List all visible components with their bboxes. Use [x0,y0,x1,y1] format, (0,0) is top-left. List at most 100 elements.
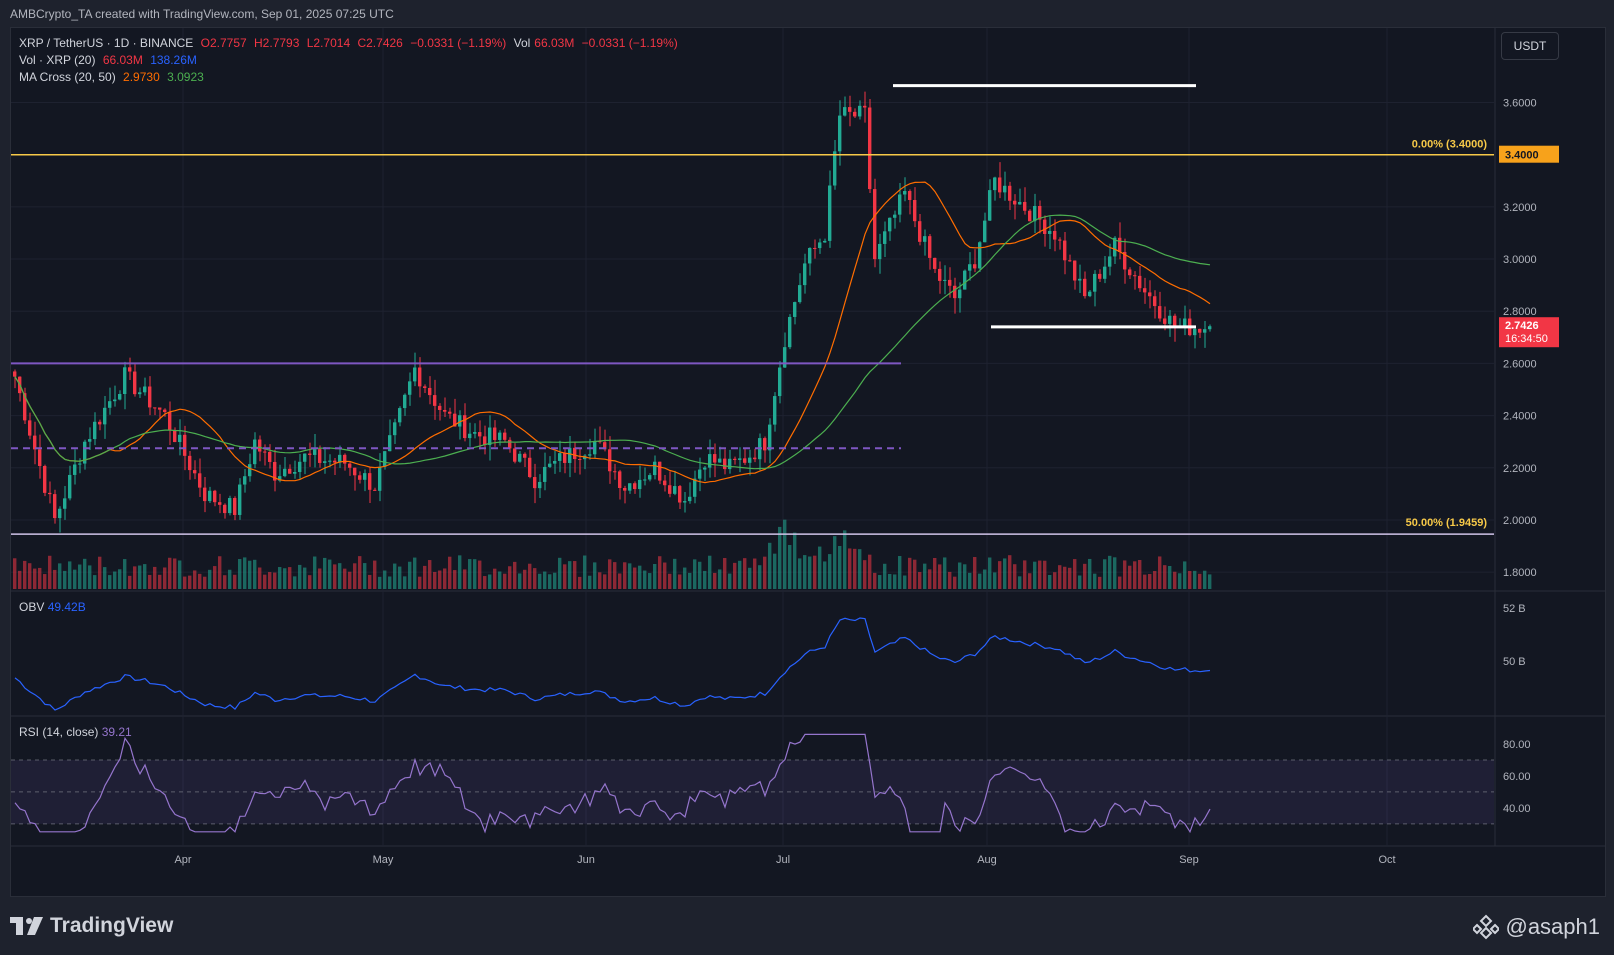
volume-bar [48,555,52,589]
volume-bar [733,562,737,589]
obv-tick-label: 50 B [1503,656,1526,668]
volume-bar [828,554,832,589]
volume-bar [353,563,357,589]
volume-bar [388,576,392,589]
volume-bar [153,566,157,589]
ma-v1: 2.9730 [123,70,160,84]
volume-bar [293,576,297,589]
volume-bar [233,574,237,589]
candle-body [648,475,652,480]
volume-bar [978,573,982,589]
candle-body [53,494,57,519]
candle-body [1183,318,1187,326]
candle-body [738,458,742,460]
author-name: @asaph1 [1505,914,1600,939]
volume-bar [553,572,557,589]
volume-bar [268,572,272,589]
fib-50-label: 50.00% (1.9459) [1406,517,1488,529]
volume-bar [238,559,242,589]
price-tick-label: 2.8000 [1503,306,1537,318]
price-chart[interactable]: 3.6000 3.4000 3.2000 3.0000 2.8000 2.6000 2.40… [11,28,1605,896]
volume-bar [943,557,947,589]
volume-bar [938,564,942,589]
volume-bar [893,574,897,589]
volume-bar [78,564,82,589]
candle-body [1143,288,1147,293]
volume-bar [1183,561,1187,589]
currency-button[interactable]: USDT [1501,32,1559,60]
volume-bar [38,567,42,589]
candle-body [673,486,677,494]
candle-body [233,498,237,515]
volume-bar [383,570,387,589]
candle-body [668,485,672,494]
candle-body [223,504,227,514]
chart-frame[interactable]: 3.6000 3.4000 3.2000 3.0000 2.8000 2.6000 2.40… [10,27,1606,897]
volume-bar [1148,574,1152,589]
volume-bar [278,567,282,589]
volume-bar [128,575,132,589]
candle-body [953,285,957,299]
candle-body [363,473,367,480]
countdown-label: 16:34:50 [1505,333,1548,345]
volume-bar [18,570,22,589]
volume-bar [658,556,662,589]
tradingview-logo[interactable]: TradingView [10,914,173,938]
volume-bar [333,564,337,589]
candle-body [133,371,137,395]
ma-v2: 3.0923 [167,70,204,84]
candle-body [1133,275,1137,277]
candle-body [528,457,532,478]
candle-body [213,490,217,503]
volume-bar [218,556,222,589]
candle-body [643,479,647,481]
candle-body [623,487,627,491]
candle-body [228,498,232,514]
candle-body [853,111,857,117]
volume-bar [463,569,467,589]
candle-body [68,474,72,499]
candle-body [488,427,492,446]
level-badge [1499,145,1559,163]
candle-body [903,191,907,195]
candle-body [318,449,322,463]
candle-body [513,448,517,462]
candle-body [518,453,522,462]
candle-body [353,467,357,476]
candle-body [408,381,412,395]
volume-bar [503,573,507,589]
candle-body [883,231,887,244]
volume-bar [743,558,747,589]
candle-body [1003,185,1007,193]
volume-bar [408,561,412,589]
candle-body [173,429,177,443]
volume-bar [178,560,182,589]
volume-bar [108,575,112,589]
volume-bar [693,559,697,589]
candle-body [523,453,527,458]
candle-body [343,454,347,464]
volume-bar [343,568,347,589]
candle-body [438,405,442,410]
volume-bar [323,557,327,589]
volume-bar [873,572,877,589]
candle-body [798,285,802,303]
candle-body [1078,278,1082,281]
volume-bar [1173,571,1177,589]
price-tick-label: 2.6000 [1503,358,1537,370]
candle-body [1083,278,1087,297]
candle-body [243,476,247,485]
volume-bar [208,569,212,589]
candle-body [878,243,882,260]
volume-bar [633,567,637,589]
volume-bar [583,555,587,589]
volume-bar [1038,560,1042,589]
volume-bar [798,558,802,589]
volume-bar [823,561,827,589]
volume-bar [103,567,107,589]
candle-body [698,469,702,479]
candle-body [898,194,902,215]
volume-bar [33,568,37,589]
candle-body [828,185,832,241]
volume-bar [1018,576,1022,589]
